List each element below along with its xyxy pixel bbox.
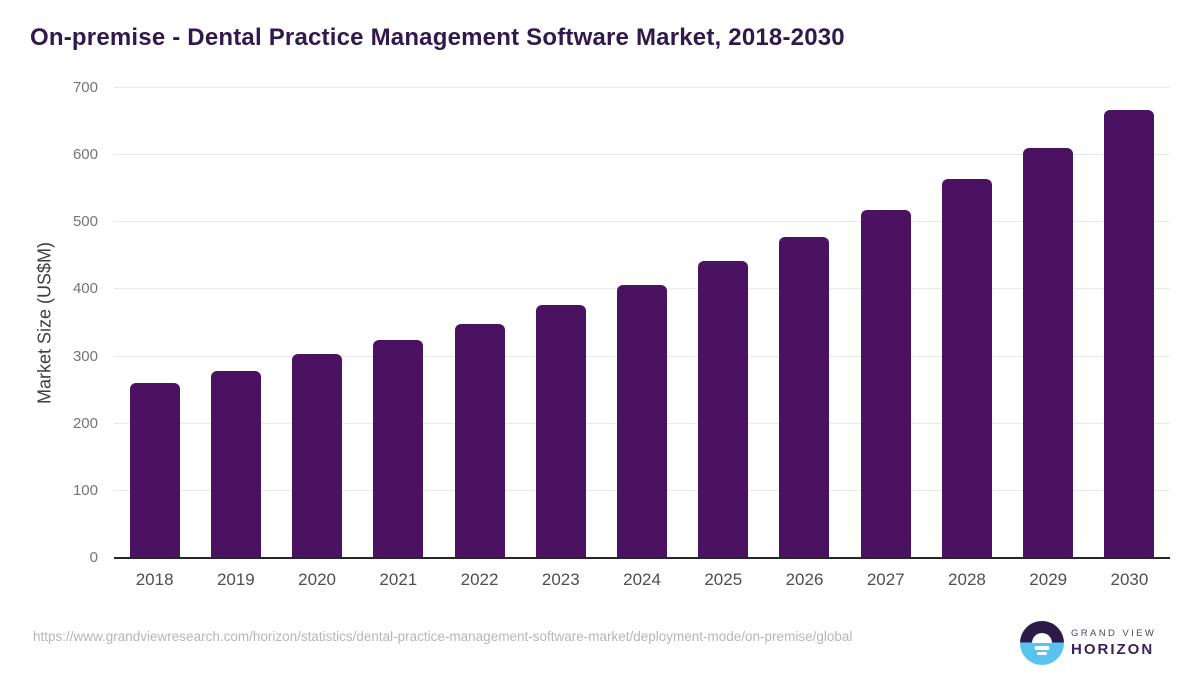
sun-reflection-bar-1: [1034, 646, 1050, 650]
y-tick-label-100: 100: [72, 481, 98, 499]
bar-2018: [129, 383, 180, 558]
x-tick-label-2027: 2027: [866, 570, 905, 589]
x-tick-label-2023: 2023: [541, 570, 580, 589]
bar-2026: [779, 237, 830, 558]
x-tick-label-2022: 2022: [460, 570, 499, 589]
y-axis-tick-labels: 0 100 200 300 400 500 600 700: [0, 79, 98, 566]
bar-2023: [535, 304, 586, 558]
gridline-600: [114, 154, 1170, 156]
bar-slot-2023: [520, 88, 601, 558]
sun-dome-shape: [1032, 632, 1052, 643]
bar-slot-2027: [845, 88, 926, 558]
bar-2019: [210, 370, 261, 558]
page-title: On-premise - Dental Practice Management …: [30, 24, 845, 51]
y-tick-label-300: 300: [72, 347, 98, 365]
bar-slot-2024: [601, 88, 682, 558]
source-url: https://www.grandviewresearch.com/horizo…: [33, 629, 853, 644]
horizon-sun-icon: [1020, 621, 1064, 665]
y-axis-title: Market Size (US$M): [34, 241, 55, 405]
x-tick-label-2025: 2025: [704, 570, 743, 589]
bar-slot-2022: [439, 88, 520, 558]
bar-2020: [292, 353, 343, 558]
y-tick-label-0: 0: [89, 549, 98, 566]
bar-2028: [941, 178, 992, 558]
plot-area: [114, 87, 1170, 559]
bar-slot-2018: [114, 88, 195, 558]
gridline-700: [114, 87, 1170, 88]
brand-name-horizon: HORIZON: [1071, 641, 1155, 658]
bar-slot-2028: [926, 88, 1007, 558]
sun-reflection-bar-2: [1037, 652, 1047, 655]
y-tick-label-200: 200: [72, 414, 98, 432]
logo-wordmark: GRAND VIEW HORIZON: [1071, 628, 1156, 658]
x-tick-label-2019: 2019: [216, 570, 255, 589]
bar-2025: [698, 261, 749, 558]
y-tick-label-600: 600: [72, 146, 98, 164]
bar-slot-2026: [764, 88, 845, 558]
grand-view-horizon-logo: GRAND VIEW HORIZON: [1020, 621, 1156, 665]
x-tick-label-2018: 2018: [135, 570, 174, 589]
bar-2024: [617, 284, 668, 558]
bars-layer: [114, 88, 1170, 558]
x-tick-label-2030: 2030: [1110, 570, 1149, 589]
bar-slot-2020: [276, 88, 357, 558]
y-tick-label-700: 700: [72, 79, 98, 96]
bar-2029: [1023, 148, 1074, 558]
x-axis-line: [114, 557, 1170, 559]
x-tick-label-2021: 2021: [379, 570, 418, 589]
brand-name-grand-view: GRAND VIEW: [1071, 628, 1157, 639]
bar-2030: [1104, 110, 1155, 558]
bar-slot-2025: [683, 88, 764, 558]
x-tick-label-2020: 2020: [298, 570, 336, 589]
bar-slot-2019: [195, 88, 276, 558]
x-tick-label-2026: 2026: [785, 570, 824, 589]
bar-2027: [860, 210, 911, 558]
x-tick-label-2029: 2029: [1029, 570, 1068, 589]
x-axis-tick-labels: 2018 2019 2020 2021 2022 2023 2024 2025 2026 2027…: [114, 570, 1170, 590]
y-tick-label-500: 500: [72, 213, 98, 231]
bar-slot-2029: [1008, 88, 1089, 558]
y-tick-label-400: 400: [72, 280, 98, 298]
x-tick-label-2024: 2024: [623, 570, 661, 589]
bar-2022: [454, 323, 505, 558]
bar-slot-2021: [358, 88, 439, 558]
x-tick-label-2028: 2028: [948, 570, 986, 589]
bar-2021: [373, 340, 424, 558]
gridline-500: [114, 221, 1170, 223]
bar-slot-2030: [1089, 88, 1170, 558]
